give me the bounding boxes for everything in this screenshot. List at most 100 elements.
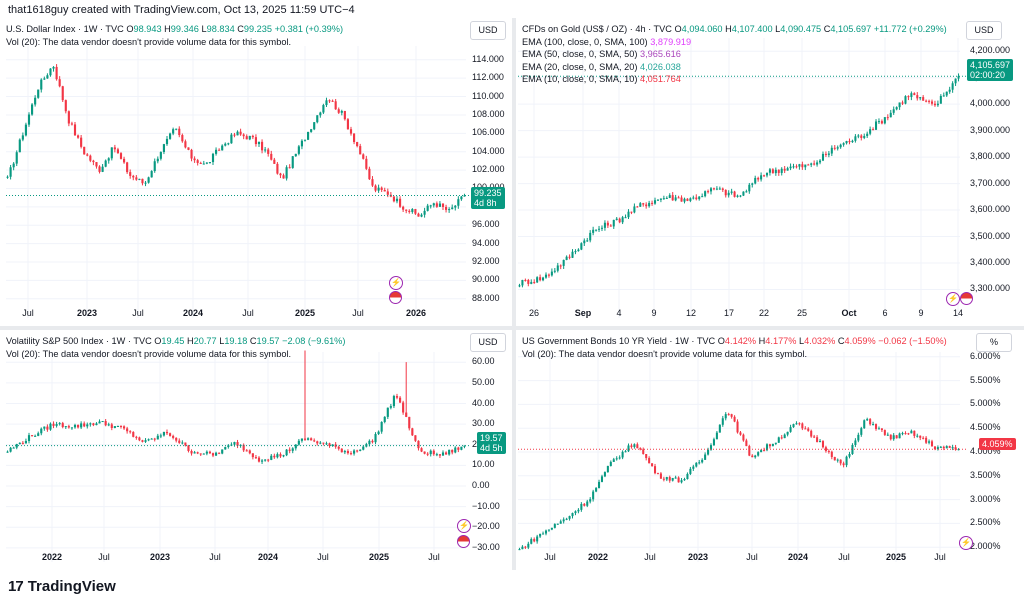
candle-body (866, 419, 869, 421)
currency-unit-button[interactable]: USD (470, 21, 506, 40)
candle-body (580, 503, 583, 510)
gold-chart-panel[interactable]: CFDs on Gold (US$ / OZ) · 4h · TVC O4,09… (516, 18, 1024, 326)
candle-body (193, 452, 196, 454)
candle-body (662, 198, 665, 200)
candle-body (609, 461, 612, 466)
candle-body (303, 139, 307, 141)
candle-body (930, 441, 934, 447)
candle-body (922, 97, 925, 101)
candle-body (230, 134, 233, 144)
candle-body (771, 443, 774, 447)
tradingview-logo[interactable]: 17 TradingView (8, 578, 116, 595)
candle-body (426, 205, 429, 211)
candle-body (230, 444, 233, 446)
low-value: 4,090.475 (780, 24, 822, 34)
candle-body (144, 440, 147, 442)
candle-body (842, 463, 845, 466)
y-tick-label: 5.000% (970, 398, 1001, 409)
candle-body (786, 168, 789, 171)
candle-body (774, 169, 777, 174)
panel-divider-horizontal[interactable] (0, 326, 1024, 330)
symbol-title: Volatility S&P 500 Index · 1W · TVC (6, 336, 152, 346)
candle-body (110, 147, 113, 159)
candle-body (542, 277, 545, 281)
candle-body (352, 450, 356, 454)
candle-body (595, 488, 598, 492)
candle-body (34, 97, 37, 105)
candle-body (242, 134, 245, 137)
candle-body (642, 449, 645, 455)
candle-body (827, 451, 830, 453)
candle-body (426, 453, 429, 455)
candle-body (919, 435, 922, 438)
us10y-chart-canvas[interactable] (516, 330, 1024, 570)
last-price-tag: 99.235 4d 8h (471, 187, 505, 209)
us10y-chart-panel[interactable]: US Government Bonds 10 YR Yield · 1W · T… (516, 330, 1024, 570)
x-tick-label: Jul (98, 552, 110, 562)
candle-body (810, 163, 813, 165)
candle-body (807, 164, 810, 166)
dxy-chart-canvas[interactable] (0, 18, 512, 326)
candle-body (221, 145, 224, 151)
candle-body (245, 136, 248, 140)
candle-body (639, 203, 642, 207)
candle-body (813, 436, 816, 438)
candle-body (126, 428, 129, 432)
candle-body (939, 446, 942, 448)
symbol-title: U.S. Dollar Index · 1W · TVC (6, 24, 124, 34)
candle-body (821, 441, 825, 448)
candle-body (586, 501, 589, 506)
candle-body (872, 129, 875, 131)
candle-body (577, 249, 580, 252)
candle-body (365, 158, 368, 169)
vix-chart-panel[interactable]: Volatility S&P 500 Index · 1W · TVC O19.… (0, 330, 512, 570)
flag-icon[interactable] (389, 291, 402, 304)
x-tick-label: 9 (651, 308, 657, 318)
candle-body (138, 437, 141, 441)
currency-unit-button[interactable]: USD (966, 21, 1002, 40)
candle-body (848, 141, 851, 143)
candle-body (547, 529, 550, 531)
lightning-icon[interactable]: ⚡ (959, 536, 973, 550)
candle-body (95, 162, 98, 167)
dxy-chart-panel[interactable]: U.S. Dollar Index · 1W · TVC O98.943 H99… (0, 18, 512, 326)
candle-body (49, 68, 52, 76)
candle-body (101, 421, 104, 423)
candle-body (674, 197, 677, 201)
candle-body (556, 265, 559, 271)
unit-percent-button[interactable]: % (976, 333, 1012, 352)
vix-chart-canvas[interactable] (0, 330, 512, 570)
candle-body (922, 437, 925, 439)
candle-body (408, 416, 411, 429)
flag-icon[interactable] (960, 292, 973, 305)
candle-body (742, 191, 745, 196)
flag-icon[interactable] (457, 535, 470, 548)
candle-body (907, 433, 910, 435)
y-tick-label: −20.00 (472, 521, 500, 532)
candle-body (18, 442, 21, 445)
candle-body (205, 162, 208, 164)
lightning-icon[interactable]: ⚡ (389, 276, 403, 290)
candle-body (869, 129, 872, 134)
candle-body (316, 441, 319, 444)
candle-body (733, 191, 736, 197)
low-value: 98.834 (206, 24, 235, 34)
candle-body (40, 428, 43, 434)
candle-body (877, 428, 880, 430)
ema-10-value: 4,051.764 (639, 74, 681, 84)
lightning-icon[interactable]: ⚡ (457, 519, 471, 533)
panel-divider-vertical[interactable] (512, 18, 516, 570)
candle-body (27, 435, 31, 441)
lightning-icon[interactable]: ⚡ (946, 292, 960, 306)
candle-body (933, 103, 936, 106)
candle-body (138, 178, 141, 180)
gold-chart-canvas[interactable] (516, 18, 1024, 326)
candle-body (432, 203, 435, 206)
candle-body (898, 102, 901, 108)
candle-body (276, 454, 279, 458)
candle-body (780, 168, 783, 173)
candle-body (801, 164, 804, 168)
x-tick-label: Jul (132, 308, 144, 318)
candle-body (919, 97, 922, 99)
currency-unit-button[interactable]: USD (470, 333, 506, 352)
